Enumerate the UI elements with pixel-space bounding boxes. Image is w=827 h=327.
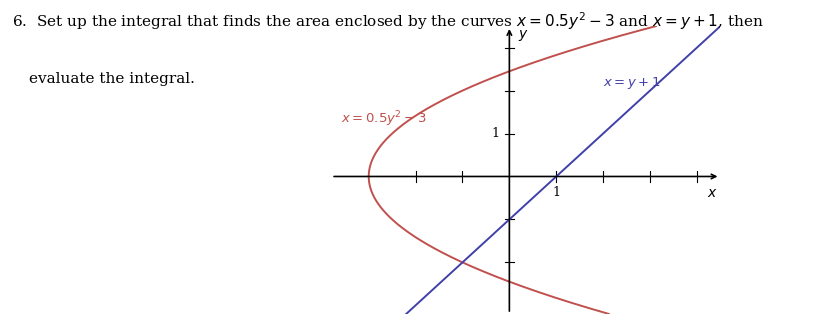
Text: $x = 0.5y^2 - 3$: $x = 0.5y^2 - 3$	[340, 110, 426, 129]
Text: 1: 1	[552, 186, 560, 199]
Text: 6.  Set up the integral that finds the area enclosed by the curves $x = 0.5y^2 -: 6. Set up the integral that finds the ar…	[12, 10, 763, 31]
Text: evaluate the integral.: evaluate the integral.	[29, 72, 194, 86]
Text: 1: 1	[490, 127, 499, 140]
Text: $x = y + 1$: $x = y + 1$	[602, 75, 660, 91]
Text: $y$: $y$	[517, 28, 528, 43]
Text: $x$: $x$	[706, 186, 717, 200]
